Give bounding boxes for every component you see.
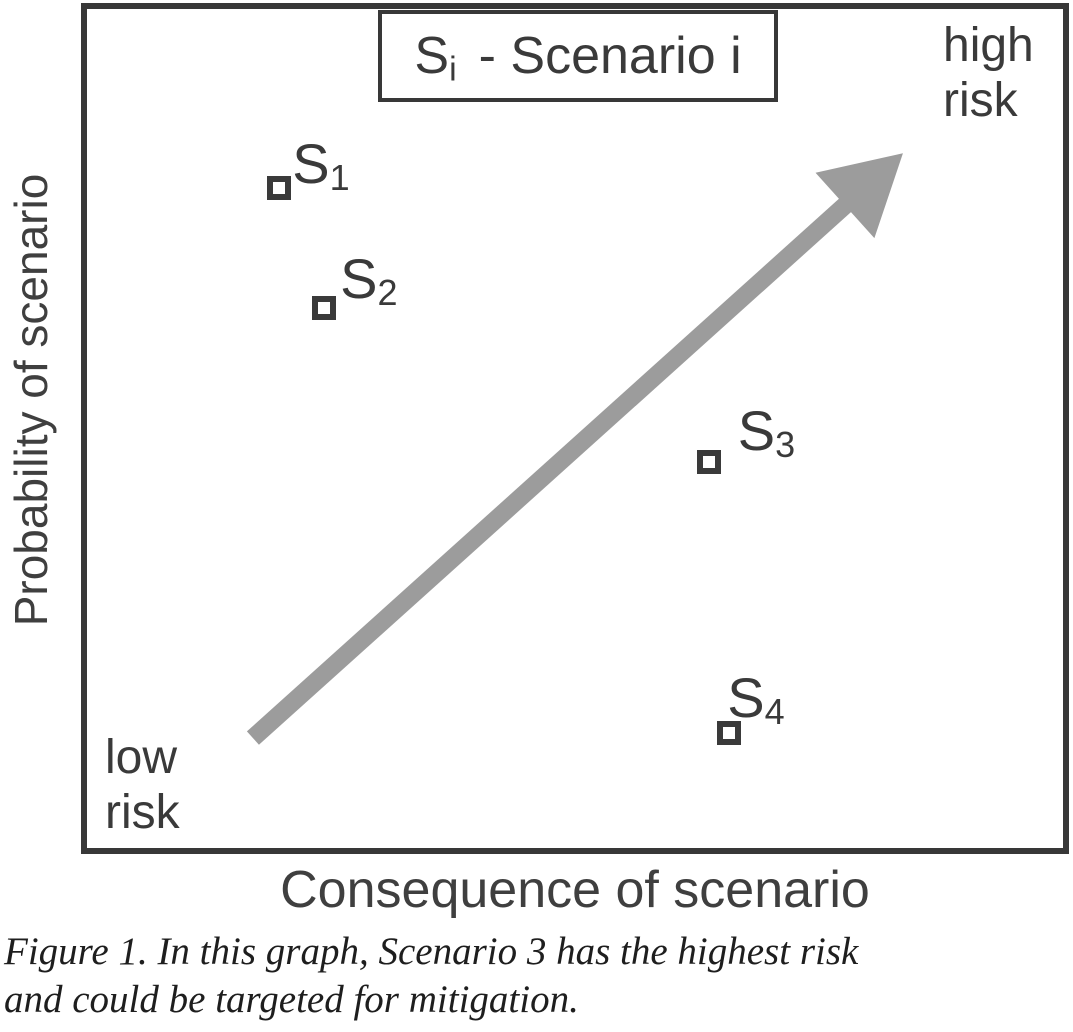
- scatter-point-S2: [312, 295, 337, 320]
- figure-caption: Figure 1. In this graph, Scenario 3 has …: [4, 928, 1069, 1025]
- x-axis-label: Consequence of scenario: [280, 861, 870, 919]
- caption-line1: Figure 1. In this graph, Scenario 3 has …: [4, 930, 859, 973]
- high-risk-line1: high: [943, 19, 1034, 72]
- legend-box: Si - Scenario i: [378, 10, 778, 102]
- risk-arrow-shaft: [246, 185, 866, 745]
- point-label-S1: S1: [292, 131, 350, 198]
- point-label-S2: S2: [340, 246, 398, 313]
- point-label-S4: S4: [727, 666, 785, 733]
- low-risk-annotation: low risk: [105, 731, 180, 840]
- risk-arrow: [246, 153, 903, 745]
- legend-symbol: S: [414, 27, 450, 85]
- scatter-point-S3: [696, 450, 721, 475]
- risk-arrow-head-icon: [815, 153, 903, 239]
- low-risk-line1: low: [105, 731, 178, 784]
- scatter-point-S4: [717, 721, 742, 746]
- high-risk-line2: risk: [943, 73, 1018, 127]
- scatter-point-S1: [267, 175, 292, 200]
- legend-symbol-subscript: i: [449, 50, 457, 89]
- point-label-S3: S3: [737, 399, 796, 466]
- low-risk-line2: risk: [105, 785, 180, 839]
- high-risk-annotation: high risk: [943, 19, 1034, 128]
- caption-line2: and could be targeted for mitigation.: [4, 978, 579, 1022]
- plot-area: S1 S2 S3 S4 Si - Scenario i high risk low ri…: [81, 3, 1069, 854]
- legend-description: - Scenario i: [478, 27, 742, 85]
- legend-label: Si - Scenario i: [414, 26, 741, 86]
- y-axis-label: Probability of scenario: [5, 173, 57, 627]
- scatter-points-layer: S1 S2 S3 S4: [87, 9, 1063, 848]
